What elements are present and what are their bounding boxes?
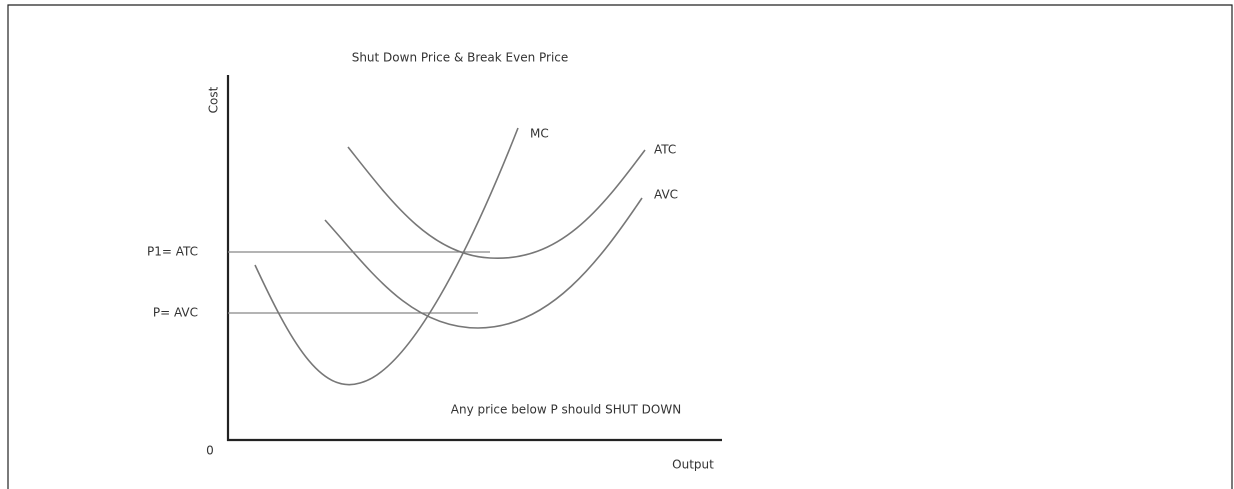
atc-curve [347,146,646,259]
break-even-label: P1= ATC [147,245,198,259]
annotation: Any price below P should SHUT DOWN [451,403,681,417]
mc-curve [254,127,519,386]
title: Shut Down Price & Break Even Price [352,51,569,65]
shut-down-label: P= AVC [153,306,198,320]
y-axis-label: Cost [207,86,221,113]
avc-label: AVC [654,188,678,202]
origin-label: 0 [206,444,214,458]
frame [7,4,1233,489]
x-axis-label: Output [672,458,714,472]
atc-label: ATC [654,143,676,157]
mc-label: MC [530,127,549,141]
avc-curve [324,197,643,329]
